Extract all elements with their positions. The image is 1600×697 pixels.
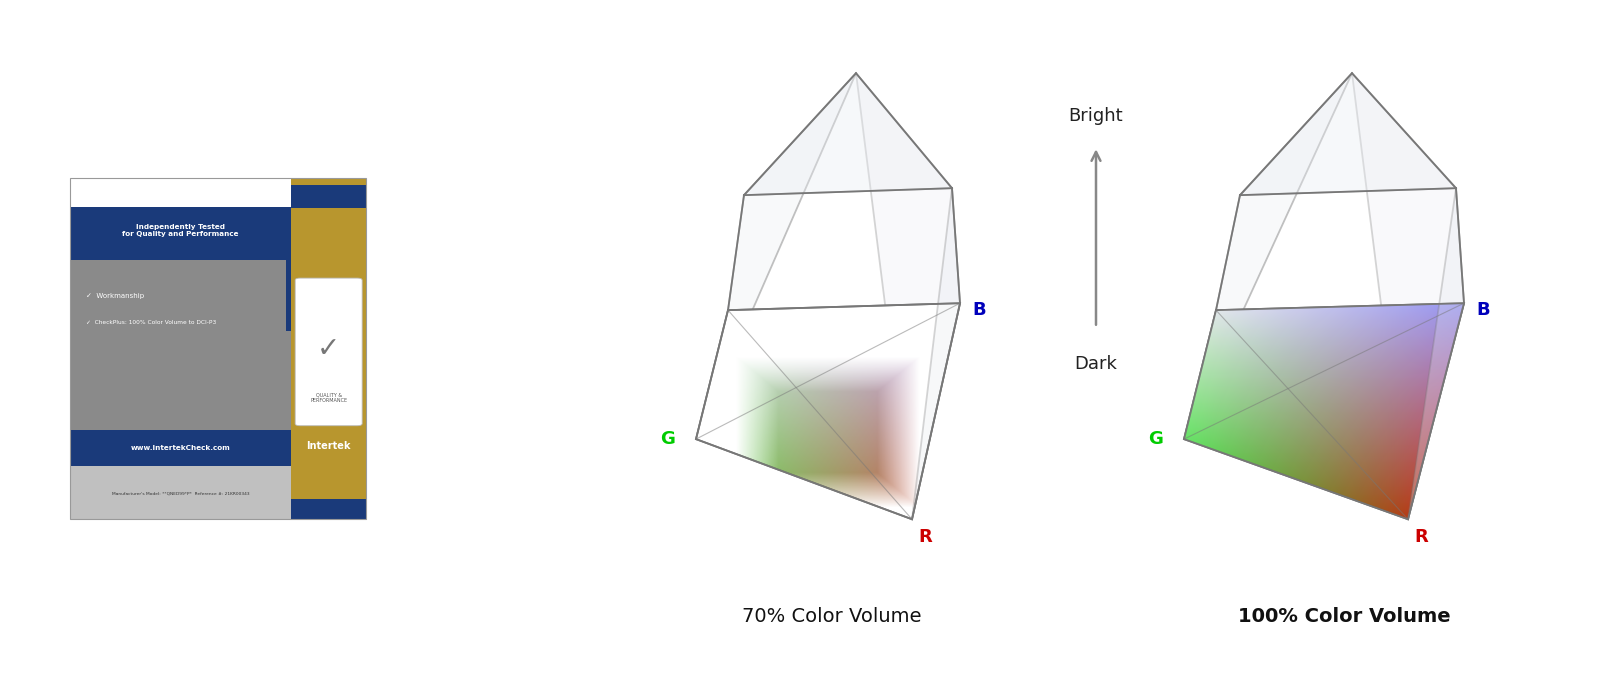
Polygon shape xyxy=(1352,73,1464,519)
Text: G: G xyxy=(661,430,675,448)
Text: B: B xyxy=(973,301,987,319)
Polygon shape xyxy=(912,188,960,519)
FancyBboxPatch shape xyxy=(286,260,291,332)
FancyBboxPatch shape xyxy=(291,178,366,519)
Polygon shape xyxy=(1240,73,1456,195)
Text: R: R xyxy=(1414,528,1427,546)
FancyBboxPatch shape xyxy=(70,260,291,519)
Text: www.IntertekCheck.com: www.IntertekCheck.com xyxy=(131,445,230,451)
Text: QUALITY &
PERFORMANCE: QUALITY & PERFORMANCE xyxy=(310,392,347,404)
Polygon shape xyxy=(696,303,960,519)
FancyBboxPatch shape xyxy=(294,278,362,426)
FancyBboxPatch shape xyxy=(291,499,366,519)
Text: Intertek: Intertek xyxy=(307,441,350,451)
Text: Bright: Bright xyxy=(1069,107,1123,125)
Polygon shape xyxy=(1184,303,1464,519)
Polygon shape xyxy=(696,73,856,439)
Text: ✓: ✓ xyxy=(317,335,341,363)
Text: G: G xyxy=(1149,430,1163,448)
Polygon shape xyxy=(1408,188,1464,519)
Polygon shape xyxy=(1184,73,1352,439)
Polygon shape xyxy=(744,73,952,195)
Text: Independently Tested
for Quality and Performance: Independently Tested for Quality and Per… xyxy=(123,224,238,237)
Text: B: B xyxy=(1477,301,1491,319)
Text: R: R xyxy=(918,528,931,546)
Text: ✓  CheckPlus: 100% Color Volume to DCI-P3: ✓ CheckPlus: 100% Color Volume to DCI-P3 xyxy=(86,321,216,325)
Text: 70% Color Volume: 70% Color Volume xyxy=(742,607,922,627)
FancyBboxPatch shape xyxy=(70,207,291,260)
Text: Manufacturer's Model: **QNED99*P*  Reference #: 21KR00343: Manufacturer's Model: **QNED99*P* Refere… xyxy=(112,491,250,496)
FancyBboxPatch shape xyxy=(291,185,366,208)
Text: Dark: Dark xyxy=(1075,355,1117,374)
Text: ✓  Workmanship: ✓ Workmanship xyxy=(86,293,144,298)
Polygon shape xyxy=(856,73,960,519)
Text: 100% Color Volume: 100% Color Volume xyxy=(1238,607,1450,627)
FancyBboxPatch shape xyxy=(70,431,291,466)
FancyBboxPatch shape xyxy=(70,466,291,519)
